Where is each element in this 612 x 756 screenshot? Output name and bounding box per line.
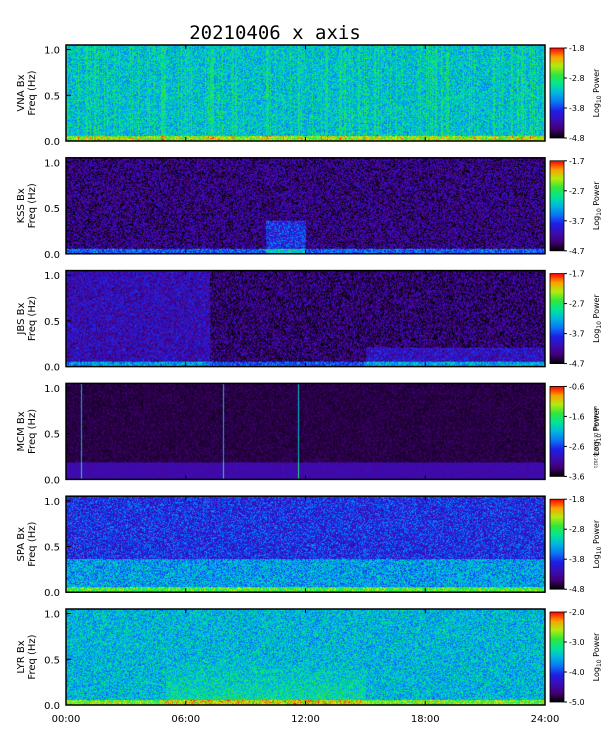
chart-title: 20210406 x axis [189, 22, 361, 44]
colorbar-tick-label: -1.6 [569, 412, 585, 421]
y-axis-label: SPA BxFreq (Hz) [16, 522, 38, 567]
freq-label: Freq (Hz) [27, 183, 38, 228]
y-axis-label: MCM BxFreq (Hz) [16, 409, 38, 454]
y-axis-label: LYR BxFreq (Hz) [16, 634, 38, 679]
colorbar [549, 273, 565, 365]
station-label: LYR Bx [16, 640, 27, 673]
colorbar-tick-label: -5.0 [569, 698, 585, 707]
station-label: MCM Bx [16, 411, 27, 451]
station-label: JBS Bx [16, 303, 27, 336]
colorbar-tick-label: -1.8 [569, 495, 585, 504]
freq-label: Freq (Hz) [27, 522, 38, 567]
y-axis-label: JBS BxFreq (Hz) [16, 296, 38, 341]
colorbar-tick-label: -1.7 [569, 270, 585, 279]
colorbar [549, 47, 565, 139]
colorbar-tick-label: -2.0 [569, 608, 585, 617]
colorbar [549, 498, 565, 590]
y-tick-label: 0.5 [44, 91, 60, 102]
y-tick-label: 0.0 [44, 475, 60, 486]
colorbar [549, 385, 565, 477]
freq-label: Freq (Hz) [27, 634, 38, 679]
colorbar-tick-label: -4.8 [569, 134, 585, 143]
colorbar-tick-label: -2.8 [569, 74, 585, 83]
y-tick-label: 0.5 [44, 542, 60, 553]
colorbar-label: Log10 Power [592, 406, 603, 455]
colorbar-tick-label: -0.6 [569, 382, 585, 391]
y-tick-label: 1.0 [44, 158, 60, 169]
timestamp-stamp: ssh Mon Aug 16 16:06:46 2021 [593, 406, 598, 469]
colorbar-tick-label: -2.6 [569, 442, 585, 451]
y-tick-label: 0.0 [44, 250, 60, 261]
colorbar-label: Log10 Power [592, 519, 603, 568]
colorbar-tick-label: -2.8 [569, 525, 585, 534]
colorbar-tick-label: -2.7 [569, 300, 585, 309]
colorbar-tick-label: -3.8 [569, 555, 585, 564]
colorbar-tick-label: -3.7 [569, 330, 585, 339]
y-tick-label: 1.0 [44, 497, 60, 508]
x-tick-label: 00:00 [52, 714, 81, 725]
x-tick-label: 24:00 [531, 714, 560, 725]
spectrogram-image [66, 609, 545, 705]
y-tick-label: 0.5 [44, 204, 60, 215]
y-tick-label: 1.0 [44, 610, 60, 621]
x-tick-label: 12:00 [291, 714, 320, 725]
colorbar-tick-label: -2.7 [569, 187, 585, 196]
y-axis-label: VNA BxFreq (Hz) [16, 70, 38, 115]
freq-label: Freq (Hz) [27, 296, 38, 341]
panel-lyr: 0.0 0.5 1.0 LYR BxFreq (Hz) -2.0 -3.0 -4.0 -5.0… [16, 608, 603, 712]
spectrogram-image [66, 270, 545, 367]
spectrogram-image [66, 45, 545, 141]
y-tick-label: 0.5 [44, 655, 60, 666]
y-tick-label: 1.0 [44, 271, 60, 282]
y-tick-label: 0.0 [44, 363, 60, 374]
colorbar-label: Log10 Power [592, 68, 603, 117]
panel-kss: 0.0 0.5 1.0 KSS BxFreq (Hz) -1.7 -2.7 -3.7 -4.7… [16, 157, 603, 261]
station-label: VNA Bx [16, 74, 27, 111]
y-tick-label: 0.5 [44, 317, 60, 328]
colorbar-label: Log10 Power [592, 632, 603, 681]
spectrogram-image [66, 496, 545, 593]
y-tick-label: 0.0 [44, 137, 60, 148]
y-tick-label: 0.0 [44, 701, 60, 712]
colorbar-tick-label: -4.0 [569, 668, 585, 677]
colorbar-label: Log10 Power [592, 181, 603, 230]
y-axis-label: KSS BxFreq (Hz) [16, 183, 38, 228]
x-tick-label: 06:00 [171, 714, 200, 725]
spectrogram-image [66, 383, 545, 480]
colorbar-label: Log10 Power [592, 294, 603, 343]
panel-spa: 0.0 0.5 1.0 SPA BxFreq (Hz) -1.8 -2.8 -3.8 -4.8… [16, 495, 603, 599]
panel-vna: 0.0 0.5 1.0 VNA BxFreq (Hz) -1.8 -2.8 -3.8 -4.8… [16, 44, 603, 148]
station-label: KSS Bx [16, 188, 27, 223]
colorbar-tick-label: -1.7 [569, 157, 585, 166]
x-axis: 00:00 06:00 12:00 18:00 24:00 [52, 714, 560, 725]
freq-label: Freq (Hz) [27, 70, 38, 115]
colorbar-tick-label: -3.6 [569, 472, 585, 481]
colorbar-tick-label: -4.7 [569, 247, 585, 256]
panel-mcm: 0.0 0.5 1.0 MCM BxFreq (Hz) -0.6 -1.6 -2.6 -3.6… [16, 382, 603, 486]
y-tick-label: 1.0 [44, 384, 60, 395]
y-tick-label: 0.5 [44, 430, 60, 441]
spectrogram-image [66, 157, 545, 254]
colorbar [549, 611, 565, 703]
freq-label: Freq (Hz) [27, 409, 38, 454]
y-tick-label: 0.0 [44, 588, 60, 599]
station-label: SPA Bx [16, 527, 27, 562]
colorbar-tick-label: -3.7 [569, 217, 585, 226]
x-tick-label: 18:00 [411, 714, 440, 725]
colorbar-tick-label: -1.8 [569, 44, 585, 53]
colorbar-tick-label: -4.8 [569, 585, 585, 594]
colorbar [549, 160, 565, 252]
y-tick-label: 1.0 [44, 46, 60, 57]
colorbar-tick-label: -4.7 [569, 360, 585, 369]
colorbar-tick-label: -3.8 [569, 104, 585, 113]
colorbar-tick-label: -3.0 [569, 638, 585, 647]
panel-jbs: 0.0 0.5 1.0 JBS BxFreq (Hz) -1.7 -2.7 -3.7 -4.7… [16, 270, 603, 374]
